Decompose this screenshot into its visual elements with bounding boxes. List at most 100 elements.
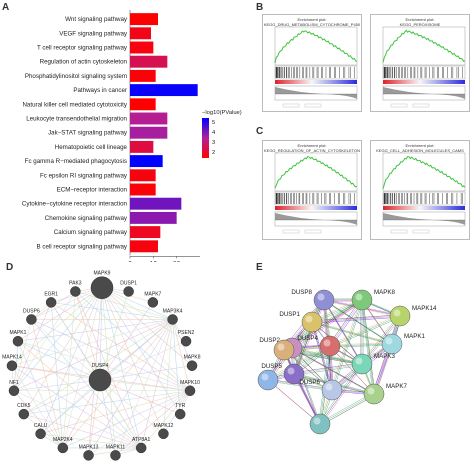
gene-node-label: DUSP1 xyxy=(120,280,137,286)
x-tick-label: 10 xyxy=(150,260,158,262)
gene-node xyxy=(18,408,30,420)
network-edge xyxy=(62,287,103,449)
network-edge xyxy=(88,319,173,456)
category-label: Jak−STAT signaling pathway xyxy=(48,130,128,137)
gene-node-label: MAP2K4 xyxy=(53,437,73,443)
ranked-metric-area xyxy=(275,213,357,225)
bar xyxy=(130,98,156,111)
ppi-edge xyxy=(372,314,400,393)
legend-box xyxy=(304,229,322,234)
gene-node xyxy=(110,450,121,461)
category-label: Wnt signaling pathway xyxy=(65,16,128,23)
gene-node xyxy=(167,314,178,325)
gene-network-d: MAPK9 DUSP1 MAPK7 MAP3K4 PSEN2 MAPK8 MAPK10 TYR… xyxy=(2,271,201,461)
ppi-edge xyxy=(374,317,402,396)
panel-letter-b: B xyxy=(256,2,264,13)
enrichment-curve xyxy=(274,155,358,189)
network-edge xyxy=(13,390,64,449)
ppi-edge xyxy=(268,346,332,382)
category-label: Hematopoietic cell lineage xyxy=(55,144,128,151)
gene-node-label: PSEN2 xyxy=(178,330,195,336)
ppi-edge xyxy=(284,351,322,426)
network-edge xyxy=(140,390,191,449)
protein-node xyxy=(321,379,343,401)
legend-box xyxy=(282,103,300,108)
network-edge xyxy=(13,287,103,391)
protein-node xyxy=(351,353,373,375)
network-edge xyxy=(101,287,191,391)
gsea-plot-title: Enrichment plot: KEGG_PEROXISOME xyxy=(399,17,441,27)
gene-node xyxy=(70,286,81,297)
network-edge xyxy=(23,390,191,415)
bar xyxy=(130,155,163,168)
ppi-edge xyxy=(331,299,363,391)
protein-node-highlight xyxy=(323,339,331,347)
protein-node-label: DUSP1 xyxy=(279,311,300,318)
ranked-metric-area xyxy=(383,87,465,99)
ppi-edge xyxy=(313,316,402,324)
network-edge xyxy=(31,319,142,449)
ppi-edge xyxy=(292,348,376,396)
gsea-plot-b2: Enrichment plot: KEGG_PEROXISOME xyxy=(370,14,470,112)
category-label: VEGF signaling pathway xyxy=(59,30,128,37)
gene-node-label: CDK5 xyxy=(17,403,31,409)
protein-node-highlight xyxy=(355,293,363,301)
protein-node xyxy=(273,339,295,361)
ppi-edge xyxy=(292,298,324,373)
panel-letter-d: D xyxy=(6,262,14,273)
gene-node xyxy=(45,297,57,308)
gene-node-label: MAPK7 xyxy=(144,291,161,297)
bar xyxy=(130,41,154,54)
network-edge xyxy=(172,319,181,415)
gene-node xyxy=(186,360,198,371)
ppi-edge xyxy=(310,314,399,322)
category-label: Phosphatidylinositol signaling system xyxy=(25,73,127,80)
gene-node-label: MAPK8 xyxy=(184,355,201,361)
network-edge xyxy=(23,379,101,415)
kegg-bar-chart: Wnt signaling pathway VEGF signaling path… xyxy=(22,10,242,262)
network-edge xyxy=(172,319,191,391)
protein-node-label: MAPK1 xyxy=(404,333,426,340)
network-edge xyxy=(13,291,76,391)
gsea-plot-b1: Enrichment plot: KEGG_DRUG_METABOLISM_CY… xyxy=(262,14,362,112)
gene-node xyxy=(90,276,114,299)
protein-node-highlight xyxy=(367,387,375,395)
ppi-edge xyxy=(323,299,363,365)
protein-node-highlight xyxy=(317,293,325,301)
gene-node xyxy=(12,335,24,347)
bar xyxy=(130,211,177,224)
network-edge xyxy=(101,287,142,449)
ppi-edge xyxy=(361,299,375,395)
protein-node-label: DUSP4 xyxy=(297,335,318,342)
bar xyxy=(130,183,156,196)
legend-box xyxy=(390,103,408,108)
ppi-edge xyxy=(291,347,375,395)
gene-node-label: DUSP4 xyxy=(92,363,109,369)
protein-node-label: MAPK7 xyxy=(386,383,408,390)
ppi-edge xyxy=(373,315,401,395)
network-edge xyxy=(13,319,32,391)
network-edge xyxy=(13,379,101,392)
gene-node xyxy=(88,368,112,392)
gene-node-label: EGR1 xyxy=(44,291,58,297)
category-label: Leukocyte transendothelial migration xyxy=(26,116,127,123)
gene-node xyxy=(6,360,18,371)
ranking-colorbar xyxy=(275,206,357,210)
bar xyxy=(130,226,161,239)
network-edge xyxy=(99,379,116,456)
ppi-edge xyxy=(295,364,364,376)
gene-node-label: MAPK14 xyxy=(2,355,22,361)
legend-tick-label: 4 xyxy=(212,130,216,136)
protein-node-label: DUSP2 xyxy=(259,337,280,344)
category-label: B cell receptor signaling pathway xyxy=(37,243,128,250)
network-edge xyxy=(17,340,101,381)
network-edge xyxy=(40,390,191,435)
gene-node xyxy=(184,385,196,397)
ppi-edge xyxy=(329,315,401,347)
network-edge xyxy=(115,319,173,456)
protein-node xyxy=(381,333,403,355)
ppi-edge xyxy=(324,300,394,346)
category-label: Regulation of actin cytoskeleton xyxy=(40,59,128,66)
gene-node xyxy=(26,314,37,325)
category-label: Natural killer cell mediated cytotoxicit… xyxy=(22,101,127,108)
